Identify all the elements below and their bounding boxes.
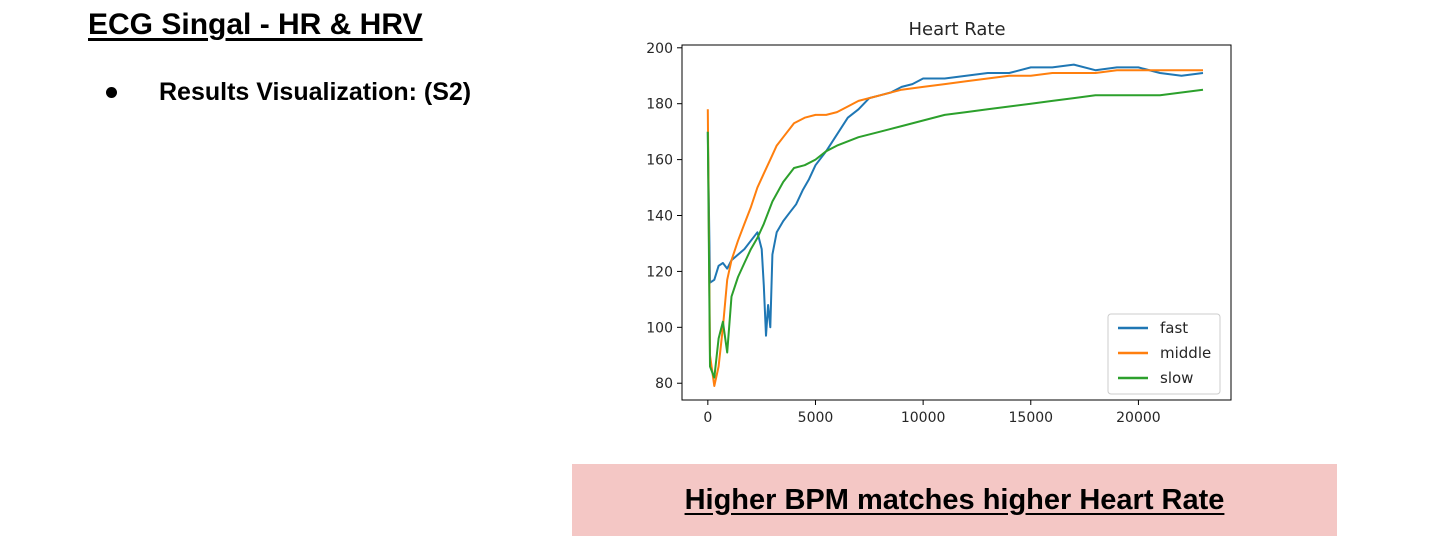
callout-text: Higher BPM matches higher Heart Rate	[684, 483, 1225, 516]
series-line-middle	[706, 69, 1203, 387]
y-tick-label: 160	[646, 153, 673, 169]
legend-box	[1107, 313, 1221, 395]
series-lines	[706, 63, 1204, 387]
x-tick-label: 0	[703, 410, 712, 426]
legend-label-middle: middle	[1160, 344, 1211, 362]
chart-legend: fast middle slow	[1107, 313, 1221, 395]
chart-title: Heart Rate	[908, 19, 1005, 40]
bullet-item: Results Visualization: (S2)	[106, 78, 471, 107]
series-line-slow	[706, 88, 1204, 379]
bullet-dot-icon	[106, 87, 117, 98]
y-tick-label: 140	[646, 209, 673, 225]
plot-frame	[681, 44, 1232, 401]
y-tick-label: 180	[646, 97, 673, 113]
y-tick-label: 120	[646, 264, 673, 280]
x-tick-label: 5000	[798, 410, 834, 426]
y-tick-label: 200	[646, 41, 673, 57]
legend-label-slow: slow	[1160, 369, 1193, 387]
x-tick-label: 15000	[1009, 410, 1054, 426]
y-tick-label: 80	[655, 376, 673, 392]
x-axis-ticks: 0 5000 10000 15000 20000	[703, 400, 1161, 426]
heart-rate-chart: Heart Rate 0 5000 10000 15000 20000 80 100 120…	[646, 19, 1232, 426]
bullet-text: Results Visualization: (S2)	[159, 78, 472, 106]
series-line-fast	[706, 63, 1204, 337]
y-axis-ticks: 80 100 120 140 160 180 200	[646, 41, 682, 392]
legend-label-fast: fast	[1160, 319, 1188, 337]
slide-title: ECG Singal - HR & HRV	[88, 8, 423, 41]
callout-banner: Higher BPM matches higher Heart Rate	[572, 464, 1337, 536]
x-tick-label: 10000	[901, 410, 946, 426]
x-tick-label: 20000	[1116, 410, 1161, 426]
y-tick-label: 100	[646, 320, 673, 336]
